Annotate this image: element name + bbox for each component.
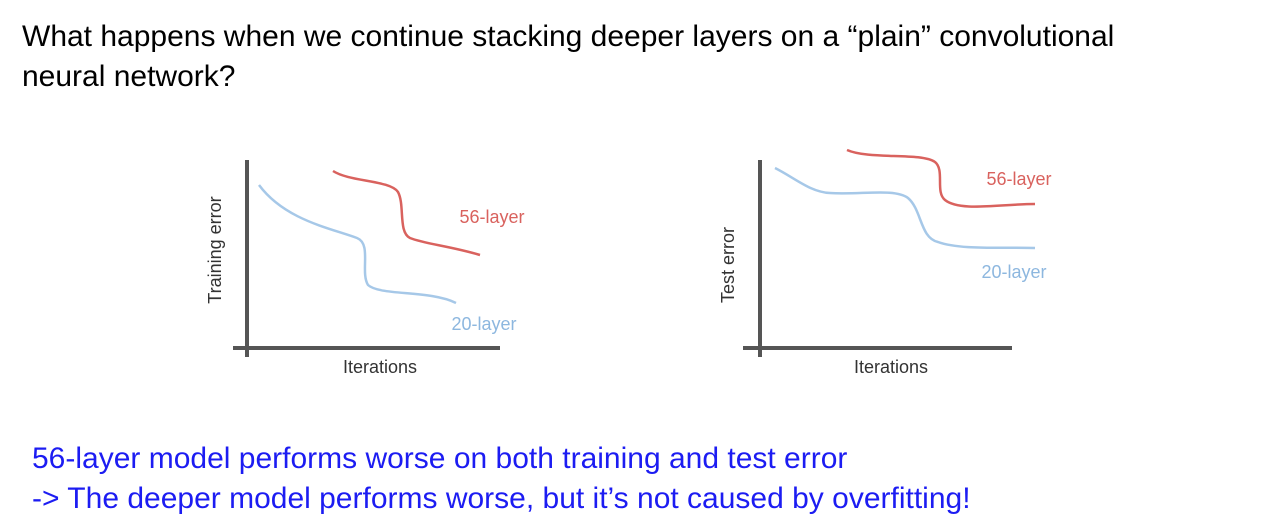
y-label: Training error bbox=[205, 196, 225, 303]
x-label: Iterations bbox=[854, 357, 928, 377]
shallow-label: 20-layer bbox=[981, 262, 1046, 282]
x-label: Iterations bbox=[343, 357, 417, 377]
conclusion-line: 56-layer model performs worse on both tr… bbox=[32, 442, 847, 475]
title-line: neural network? bbox=[22, 60, 235, 93]
deep-label: 56-layer bbox=[986, 169, 1051, 189]
title-line: What happens when we continue stacking d… bbox=[22, 20, 1114, 53]
training-plot: Training error Iterations 56-layer 20-la… bbox=[205, 160, 525, 377]
y-label: Test error bbox=[718, 227, 738, 303]
deep-curve bbox=[846, 148, 1036, 208]
test-plot: Test error Iterations 56-layer 20-layer bbox=[718, 148, 1052, 377]
shallow-label: 20-layer bbox=[451, 314, 516, 334]
shallow-curve bbox=[257, 184, 457, 305]
deep-curve bbox=[332, 169, 481, 257]
shallow-curve bbox=[774, 166, 1036, 250]
deep-label: 56-layer bbox=[459, 207, 524, 227]
conclusion-line: -> The deeper model performs worse, but … bbox=[32, 482, 971, 515]
